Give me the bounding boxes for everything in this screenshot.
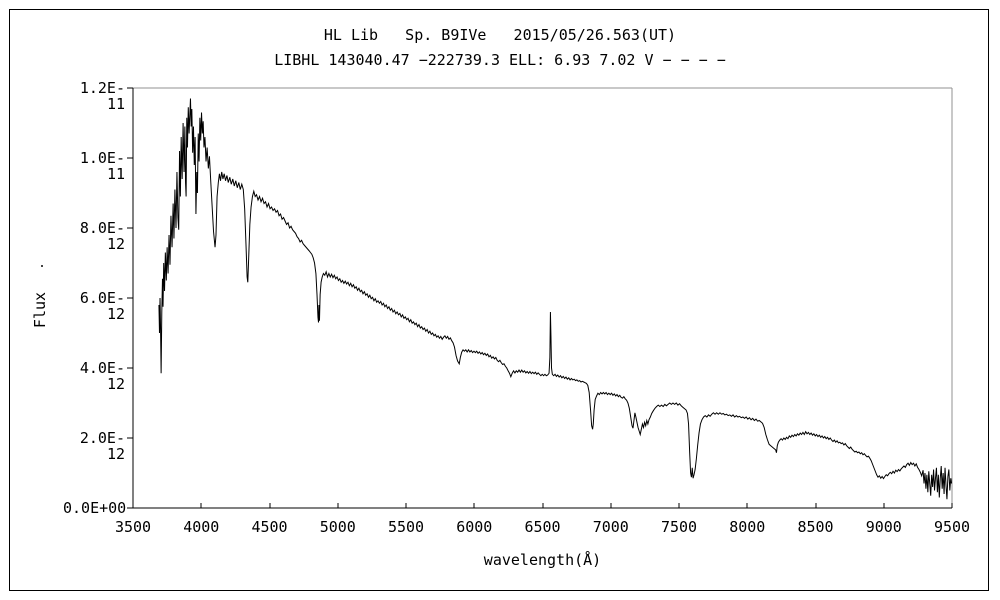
chart-subtitle: LIBHL 143040.47 −222739.3 ELL: 6.93 7.02… [274, 51, 726, 69]
spectrum-line [158, 98, 953, 500]
x-tick-label: 8500 [797, 518, 834, 536]
stray-dot-artifact [41, 265, 43, 267]
x-tick-label: 7500 [660, 518, 698, 536]
y-tick-label: 6.0E-12 [79, 289, 125, 323]
x-axis-title: wavelength(Å) [483, 551, 602, 569]
x-tick-label: 4500 [251, 518, 288, 536]
x-tick-label: 3500 [114, 518, 152, 536]
image-border [9, 9, 989, 591]
y-tick-label: 0.0E+00 [63, 499, 127, 517]
x-tick-label: 7000 [592, 518, 629, 536]
x-tick-label: 6000 [456, 518, 493, 536]
y-tick-label: 1.0E-11 [79, 149, 125, 183]
x-tick-label: 6500 [524, 518, 561, 536]
y-tick-label: 8.0E-12 [79, 219, 125, 253]
x-tick-label: 4000 [183, 518, 220, 536]
x-tick-label: 9500 [933, 518, 971, 536]
x-tick-label: 9000 [865, 518, 902, 536]
x-tick-label: 5000 [319, 518, 356, 536]
y-tick-label: 2.0E-12 [79, 429, 125, 463]
y-tick-label: 4.0E-12 [79, 359, 125, 393]
y-axis-title: Flux [31, 291, 49, 329]
y-tick-label: 1.2E-11 [79, 79, 125, 113]
x-tick-label: 5500 [387, 518, 425, 536]
x-tick-label: 8000 [729, 518, 766, 536]
chart-title: HL Lib Sp. B9IVe 2015/05/26.563(UT) [323, 26, 677, 44]
